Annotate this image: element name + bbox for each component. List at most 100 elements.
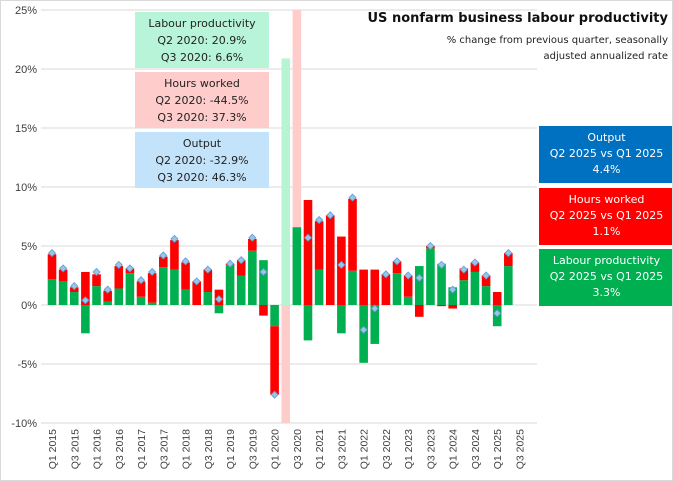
latest-value: 1.1% bbox=[592, 225, 621, 238]
chart-title: US nonfarm business labour productivity bbox=[367, 11, 669, 26]
marker-output bbox=[170, 234, 179, 243]
bar-productivity bbox=[481, 286, 491, 305]
annotation-line: Q2 2020: 20.9% bbox=[157, 34, 247, 47]
marker-output bbox=[404, 271, 413, 280]
marker-output bbox=[392, 257, 402, 266]
bar-hours bbox=[281, 305, 291, 423]
bar-productivity bbox=[181, 289, 190, 305]
bar-hours bbox=[270, 326, 279, 395]
marker-output bbox=[437, 260, 446, 269]
bar-productivity bbox=[69, 292, 79, 305]
marker-output bbox=[203, 265, 212, 274]
marker-output bbox=[181, 257, 190, 266]
marker-output bbox=[470, 258, 480, 267]
x-tick-label: Q1 2022 bbox=[359, 429, 371, 469]
bar-hours bbox=[359, 269, 368, 305]
latest-productivity-box: Labour productivity Q2 2025 vs Q1 2025 3… bbox=[539, 249, 672, 306]
marker-output bbox=[248, 233, 257, 242]
annotation-line: Q2 2020: -44.5% bbox=[155, 94, 249, 107]
bar-hours bbox=[504, 253, 513, 267]
bar-hours bbox=[403, 275, 413, 297]
x-tick-label: Q3 2023 bbox=[425, 429, 437, 469]
marker-output bbox=[136, 276, 146, 285]
bar-productivity bbox=[47, 279, 57, 305]
bar-productivity bbox=[248, 250, 257, 305]
bar-hours bbox=[259, 305, 268, 316]
y-tick-label: -10% bbox=[11, 418, 37, 430]
bar-productivity bbox=[81, 305, 90, 334]
y-tick-label: 25% bbox=[15, 5, 37, 17]
y-tick-label: 10% bbox=[15, 182, 37, 194]
x-tick-label: Q3 2020 bbox=[292, 429, 304, 469]
marker-output bbox=[359, 325, 368, 334]
x-tick-label: Q1 2019 bbox=[225, 429, 237, 469]
bar-productivity bbox=[370, 305, 380, 344]
y-tick-label: 0% bbox=[21, 300, 37, 312]
bar-hours bbox=[58, 269, 68, 282]
bar-productivity bbox=[392, 273, 402, 305]
bar-hours bbox=[437, 305, 446, 307]
x-tick-label: Q1 2017 bbox=[136, 429, 148, 469]
x-tick-label: Q1 2016 bbox=[92, 429, 104, 469]
x-tick-label: Q1 2021 bbox=[314, 429, 326, 469]
marker-output bbox=[103, 285, 112, 294]
latest-period: Q2 2025 vs Q1 2025 bbox=[549, 147, 664, 160]
marker-output bbox=[448, 285, 457, 294]
latest-output-box: Output Q2 2025 vs Q1 2025 4.4% bbox=[539, 126, 672, 183]
bar-productivity bbox=[259, 260, 268, 305]
marker-output bbox=[47, 249, 57, 258]
marker-output bbox=[226, 259, 235, 268]
bar-productivity bbox=[236, 275, 246, 305]
marker-output bbox=[326, 211, 335, 220]
bar-hours bbox=[448, 305, 457, 309]
bar-productivity bbox=[203, 292, 213, 305]
bar-productivity bbox=[281, 58, 291, 305]
marker-output bbox=[459, 265, 468, 274]
marker-output bbox=[59, 264, 68, 273]
x-tick-label: Q3 2025 bbox=[514, 429, 526, 469]
bar-hours bbox=[92, 274, 101, 287]
marker-output bbox=[192, 277, 201, 286]
bar-productivity bbox=[58, 281, 68, 305]
bar-hours bbox=[325, 215, 335, 305]
bar-productivity bbox=[337, 305, 346, 334]
marker-output bbox=[125, 264, 134, 273]
marker-output bbox=[315, 215, 324, 225]
latest-title: Output bbox=[587, 131, 626, 144]
annotation-line: Q3 2020: 6.6% bbox=[160, 51, 244, 64]
marker-output bbox=[159, 251, 168, 260]
bar-productivity bbox=[414, 266, 424, 305]
bar-hours bbox=[47, 254, 57, 280]
bar-hours bbox=[459, 268, 469, 281]
bar-productivity bbox=[403, 296, 413, 305]
annotation-line: Q3 2020: 37.3% bbox=[157, 111, 247, 124]
bar-productivity bbox=[314, 269, 324, 305]
annotation-covid-output: Output Q2 2020: -32.9% Q3 2020: 46.3% bbox=[135, 132, 269, 188]
marker-output bbox=[337, 260, 346, 269]
y-tick-label: 5% bbox=[21, 241, 37, 253]
annotation-title: Labour productivity bbox=[148, 17, 256, 30]
bar-hours bbox=[170, 240, 179, 270]
marker-output bbox=[114, 260, 123, 269]
latest-value: 4.4% bbox=[592, 163, 621, 176]
bar-productivity bbox=[348, 270, 357, 305]
annotation-line: Q3 2020: 46.3% bbox=[157, 171, 247, 184]
bar-hours bbox=[348, 198, 357, 271]
marker-output bbox=[148, 267, 157, 277]
bar-hours bbox=[392, 261, 402, 274]
marker-output bbox=[270, 390, 279, 399]
marker-output bbox=[426, 241, 435, 251]
bar-hours bbox=[481, 275, 491, 287]
latest-period: Q2 2025 vs Q1 2025 bbox=[549, 270, 664, 283]
bar-hours bbox=[236, 260, 246, 276]
bar-productivity bbox=[303, 305, 313, 341]
x-tick-label: Q1 2024 bbox=[448, 429, 460, 469]
bar-hours bbox=[314, 221, 324, 270]
bar-productivity bbox=[270, 305, 279, 327]
x-tick-label: Q3 2017 bbox=[158, 429, 170, 469]
bar-productivity bbox=[437, 263, 446, 305]
bar-hours bbox=[203, 269, 213, 293]
bar-productivity bbox=[448, 287, 457, 305]
bar-productivity bbox=[136, 296, 146, 305]
